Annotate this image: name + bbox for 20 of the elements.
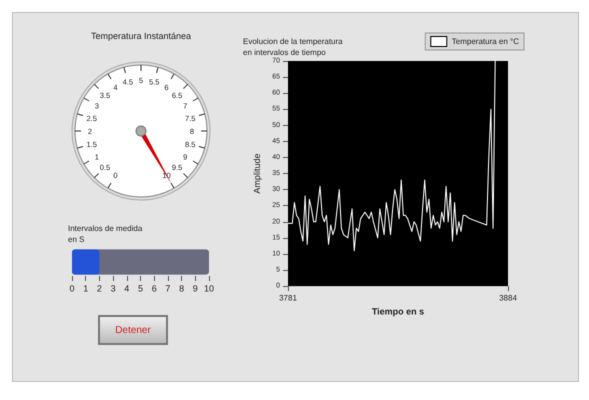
- x-tick-label: 6: [152, 284, 157, 294]
- x-tick-label: 1: [83, 284, 88, 294]
- x-tick-label: 3781: [279, 294, 298, 303]
- x-tick-label: 5: [138, 284, 144, 294]
- x-tick-label: 9: [192, 284, 198, 294]
- x-tick-label: 10: [204, 284, 214, 294]
- x-tick-label: 8: [179, 284, 184, 294]
- x-tick-label: 0: [69, 284, 75, 294]
- legend-label: Temperatura en °C: [452, 37, 520, 46]
- text: Detener: [98, 315, 168, 345]
- x-tick-label: 4: [124, 284, 130, 294]
- x-tick-label: 3884: [499, 294, 518, 303]
- chart-title: Evolucion de la temperatura en intervalos de tiempo: [243, 37, 344, 57]
- text: Temperatura Instantánea: [90, 31, 192, 43]
- x-tick-label: 3: [110, 284, 116, 294]
- x-tick-label: 2: [96, 284, 102, 294]
- chart-title: Intervalos de medida en S: [68, 224, 143, 244]
- x-axis-title: Tiempo en s: [372, 306, 424, 316]
- y-axis-title: Amplitude: [252, 154, 262, 194]
- x-tick-label: 7: [165, 284, 170, 294]
